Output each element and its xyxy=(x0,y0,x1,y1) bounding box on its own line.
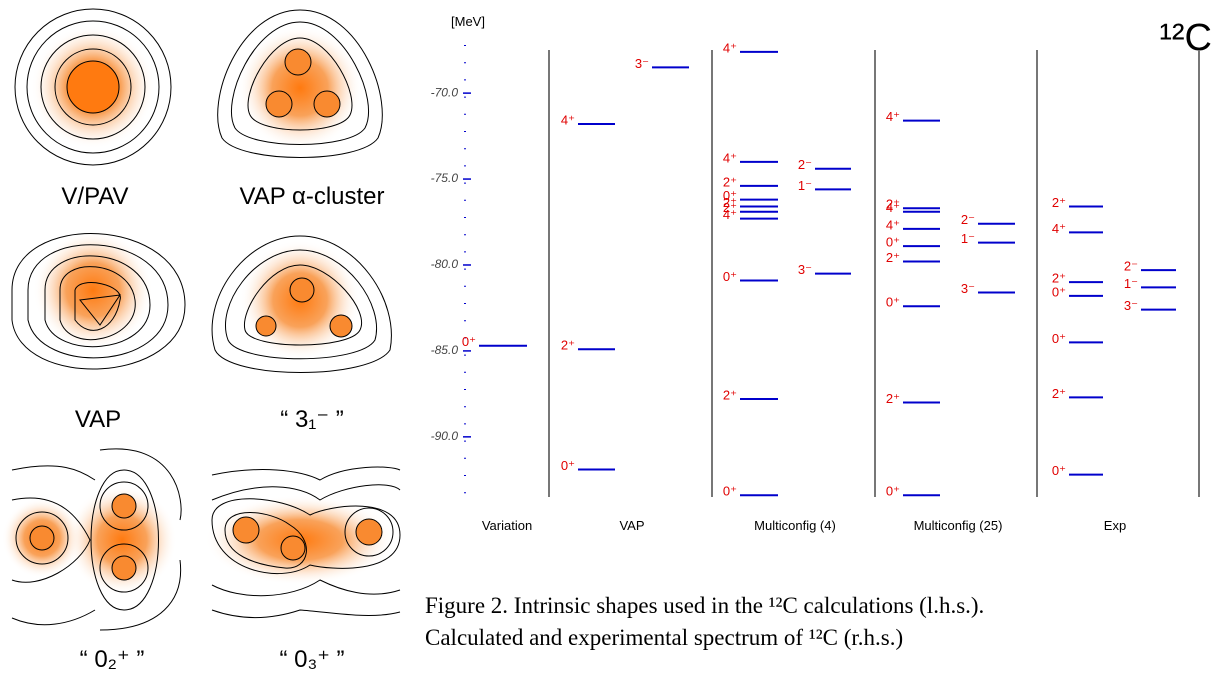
level-label: 2⁺ xyxy=(1052,271,1066,286)
column-label: Exp xyxy=(1104,518,1126,533)
level-label: 2⁺ xyxy=(1052,386,1066,401)
panel-label: “ 0₃⁺ ” xyxy=(279,646,344,673)
level-label: 2⁻ xyxy=(798,157,812,172)
level-label: 4⁺ xyxy=(723,40,737,55)
level-label: 0⁺ xyxy=(886,235,900,250)
level-label: 4⁺ xyxy=(723,207,737,222)
panel-label: “ 3₁⁻ ” xyxy=(280,406,343,433)
column-label: VAP xyxy=(619,518,644,533)
y-tick-label: -85.0 xyxy=(431,343,459,357)
y-tick-label: -70.0 xyxy=(431,85,459,99)
level-label: 0⁺ xyxy=(1052,463,1066,478)
level-label: 3⁻ xyxy=(961,281,975,296)
level-label: 0⁺ xyxy=(723,269,737,284)
level-label: 1⁻ xyxy=(1124,276,1138,291)
level-label: 2⁻ xyxy=(1124,259,1138,274)
level-label: 0⁺ xyxy=(1052,331,1066,346)
level-label: 1⁻ xyxy=(961,231,975,246)
level-label: 3⁻ xyxy=(1124,298,1138,313)
level-label: 2⁺ xyxy=(886,197,900,212)
level-label: 2⁺ xyxy=(723,200,737,215)
level-label: 0⁺ xyxy=(723,188,737,203)
level-label: 3⁻ xyxy=(798,262,812,277)
level-label: 2⁺ xyxy=(1052,195,1066,210)
level-label: 4⁺ xyxy=(886,109,900,124)
level-label: 0⁺ xyxy=(462,334,476,349)
y-tick-label: -90.0 xyxy=(431,429,459,443)
panel-label: VAP α-cluster xyxy=(239,183,384,210)
level-label: 1⁻ xyxy=(798,178,812,193)
y-tick-label: -80.0 xyxy=(431,257,459,271)
chart-title: ¹²C xyxy=(1159,17,1212,59)
level-label: 2⁺ xyxy=(723,174,737,189)
level-label: 0⁺ xyxy=(886,484,900,499)
column-label: Multiconfig (25) xyxy=(914,518,1003,533)
caption: Figure 2. Intrinsic shapes used in the ¹… xyxy=(425,593,984,618)
level-label: 0⁺ xyxy=(1052,284,1066,299)
panel-label: VAP xyxy=(75,406,121,433)
panel-label: “ 0₂⁺ ” xyxy=(80,646,145,673)
level-label: 2⁺ xyxy=(723,387,737,402)
level-label: 3⁻ xyxy=(635,56,649,71)
y-axis-label: [MeV] xyxy=(451,14,485,29)
level-label: 4⁺ xyxy=(723,150,737,165)
level-label: 2⁻ xyxy=(961,212,975,227)
level-label: 0⁺ xyxy=(723,484,737,499)
level-label: 2⁺ xyxy=(561,338,575,353)
level-label: 0⁺ xyxy=(561,458,575,473)
level-label: 2⁺ xyxy=(886,250,900,265)
panel-label: V/PAV xyxy=(61,183,128,210)
column-label: Variation xyxy=(482,518,532,533)
level-label: 4⁺ xyxy=(1052,221,1066,236)
level-label: 0⁺ xyxy=(886,295,900,310)
y-tick-label: -75.0 xyxy=(431,171,459,185)
caption: Calculated and experimental spectrum of … xyxy=(425,625,903,650)
level-label: 4⁺ xyxy=(561,112,575,127)
level-label: 2⁺ xyxy=(886,391,900,406)
level-label: 4⁺ xyxy=(886,200,900,215)
level-label: 4⁺ xyxy=(886,217,900,232)
level-label: 2⁺ xyxy=(723,195,737,210)
density-plots xyxy=(2,8,401,631)
column-label: Multiconfig (4) xyxy=(754,518,836,533)
